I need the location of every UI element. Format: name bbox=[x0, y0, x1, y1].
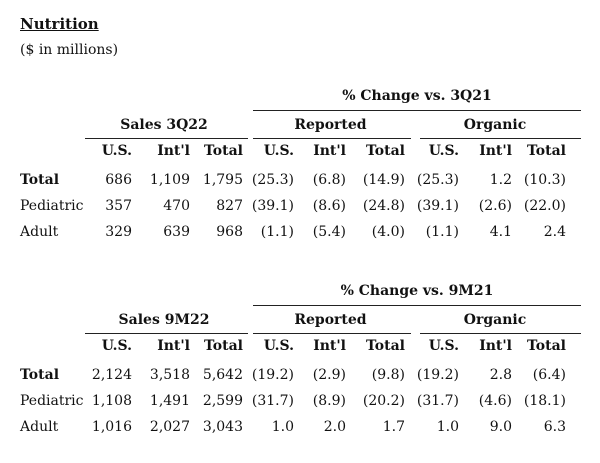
organic-header: Organic bbox=[463, 312, 527, 328]
sales-header: Sales 3Q22 bbox=[120, 117, 208, 133]
table-cell: (18.1) bbox=[523, 393, 566, 409]
table-cell: 2.0 bbox=[323, 419, 346, 435]
table-cell: (14.9) bbox=[362, 172, 405, 188]
table-cell: 2.8 bbox=[489, 367, 512, 383]
column-header: Total bbox=[203, 338, 243, 354]
table-cell: (5.4) bbox=[312, 224, 346, 240]
pct-change-title: % Change vs. 9M21 bbox=[340, 283, 494, 299]
column-header: U.S. bbox=[101, 338, 132, 354]
table-cell: 2.4 bbox=[543, 224, 566, 240]
table-cell: 1.7 bbox=[382, 419, 405, 435]
table-cell: 1.0 bbox=[436, 419, 459, 435]
table-cell: (39.1) bbox=[251, 198, 294, 214]
sales-header: Sales 9M22 bbox=[118, 312, 210, 328]
table-cell: (31.7) bbox=[416, 393, 459, 409]
table-cell: (4.0) bbox=[371, 224, 405, 240]
table-cell: (31.7) bbox=[251, 393, 294, 409]
table-cell: (6.4) bbox=[532, 367, 566, 383]
table-cell: (19.2) bbox=[251, 367, 294, 383]
column-header: U.S. bbox=[263, 143, 294, 159]
row-label: Adult bbox=[20, 419, 59, 435]
row-label: Total bbox=[20, 367, 60, 383]
table-cell: 6.3 bbox=[543, 419, 566, 435]
table-cell: 9.0 bbox=[489, 419, 512, 435]
table-cell: 1,795 bbox=[202, 172, 243, 188]
table-cell: 1,491 bbox=[149, 393, 190, 409]
column-header: U.S. bbox=[428, 143, 459, 159]
sales-rule bbox=[85, 333, 248, 334]
table-cell: (24.8) bbox=[362, 198, 405, 214]
column-header: U.S. bbox=[263, 338, 294, 354]
table-cell: 2,599 bbox=[202, 393, 243, 409]
column-header: Int'l bbox=[479, 338, 512, 354]
table-cell: (8.6) bbox=[312, 198, 346, 214]
column-header: Total bbox=[526, 338, 566, 354]
table-cell: 357 bbox=[105, 198, 132, 214]
column-header: U.S. bbox=[101, 143, 132, 159]
pct-change-title: % Change vs. 3Q21 bbox=[342, 88, 492, 104]
table-cell: (20.2) bbox=[362, 393, 405, 409]
organic-rule bbox=[420, 138, 581, 139]
table-cell: (22.0) bbox=[523, 198, 566, 214]
column-header: U.S. bbox=[428, 338, 459, 354]
column-header: Total bbox=[526, 143, 566, 159]
row-label: Pediatric bbox=[20, 393, 84, 409]
page-title: Nutrition bbox=[20, 15, 99, 33]
table-cell: 3,518 bbox=[149, 367, 190, 383]
table-cell: 470 bbox=[163, 198, 190, 214]
table-cell: 2,124 bbox=[91, 367, 132, 383]
table-cell: 1.2 bbox=[489, 172, 512, 188]
table-cell: 4.1 bbox=[489, 224, 512, 240]
table-cell: (2.6) bbox=[478, 198, 512, 214]
reported-header: Reported bbox=[294, 117, 367, 133]
table-cell: 1.0 bbox=[271, 419, 294, 435]
table-cell: 329 bbox=[105, 224, 132, 240]
column-header: Total bbox=[365, 143, 405, 159]
table-cell: (25.3) bbox=[416, 172, 459, 188]
table-cell: (25.3) bbox=[251, 172, 294, 188]
table-cell: (1.1) bbox=[260, 224, 294, 240]
pct-change-rule bbox=[253, 110, 581, 111]
reported-rule bbox=[253, 138, 411, 139]
table-cell: (2.9) bbox=[312, 367, 346, 383]
column-header: Int'l bbox=[479, 143, 512, 159]
table-cell: 827 bbox=[216, 198, 243, 214]
units-note: ($ in millions) bbox=[20, 42, 119, 58]
row-label: Adult bbox=[20, 224, 59, 240]
sales-rule bbox=[85, 138, 248, 139]
table-cell: (39.1) bbox=[416, 198, 459, 214]
table-cell: 3,043 bbox=[202, 419, 243, 435]
table-cell: (6.8) bbox=[312, 172, 346, 188]
organic-header: Organic bbox=[463, 117, 527, 133]
column-header: Total bbox=[365, 338, 405, 354]
table-cell: 639 bbox=[163, 224, 190, 240]
row-label: Total bbox=[20, 172, 60, 188]
pct-change-rule bbox=[253, 305, 581, 306]
organic-rule bbox=[420, 333, 581, 334]
column-header: Int'l bbox=[313, 338, 346, 354]
reported-rule bbox=[253, 333, 411, 334]
table-cell: (8.9) bbox=[312, 393, 346, 409]
table-cell: (9.8) bbox=[371, 367, 405, 383]
row-label: Pediatric bbox=[20, 198, 84, 214]
reported-header: Reported bbox=[294, 312, 367, 328]
column-header: Int'l bbox=[157, 143, 190, 159]
column-header: Int'l bbox=[157, 338, 190, 354]
table-cell: 1,109 bbox=[149, 172, 190, 188]
column-header: Int'l bbox=[313, 143, 346, 159]
table-cell: 1,108 bbox=[91, 393, 132, 409]
table-cell: 968 bbox=[216, 224, 243, 240]
table-cell: 5,642 bbox=[202, 367, 243, 383]
table-cell: (4.6) bbox=[478, 393, 512, 409]
table-cell: 686 bbox=[105, 172, 132, 188]
table-cell: 1,016 bbox=[91, 419, 132, 435]
table-cell: (10.3) bbox=[523, 172, 566, 188]
column-header: Total bbox=[203, 143, 243, 159]
table-cell: (1.1) bbox=[425, 224, 459, 240]
table-cell: 2,027 bbox=[149, 419, 190, 435]
table-cell: (19.2) bbox=[416, 367, 459, 383]
